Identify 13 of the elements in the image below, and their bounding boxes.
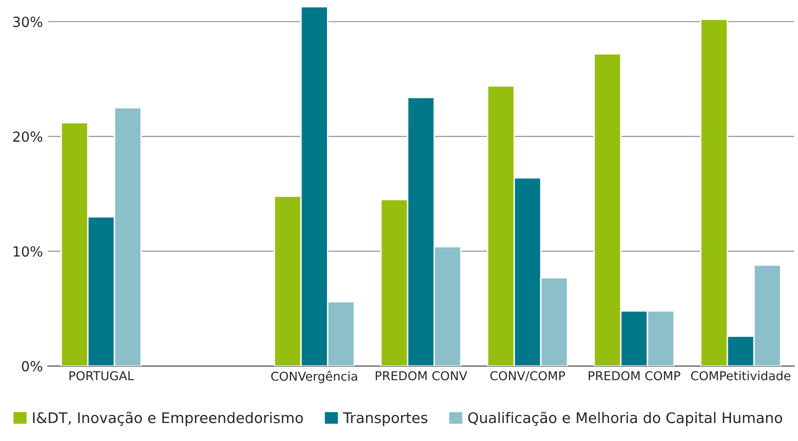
legend-label: Transportes [342,412,428,426]
y-tick-label: 30% [13,16,42,28]
x-tick-label: COMPetitividade [691,370,790,380]
x-tick-label: CONV/COMP [490,371,566,382]
x-tick-label: CONVergência [271,370,358,384]
x-tick-label: PREDOM COMP [588,371,680,380]
legend-label: Qualificação e Melhoria do Capital Humano [468,412,782,426]
y-tick-label: 0% [22,361,42,372]
y-tick-label: 10% [14,246,42,257]
x-tick-label: PORTUGAL [70,371,134,380]
x-tick-label: PREDOM CONV [376,371,468,380]
legend-label: I&DT, Inovação e Empreendedorismo [33,412,303,426]
y-tick-label: 20% [13,131,42,142]
